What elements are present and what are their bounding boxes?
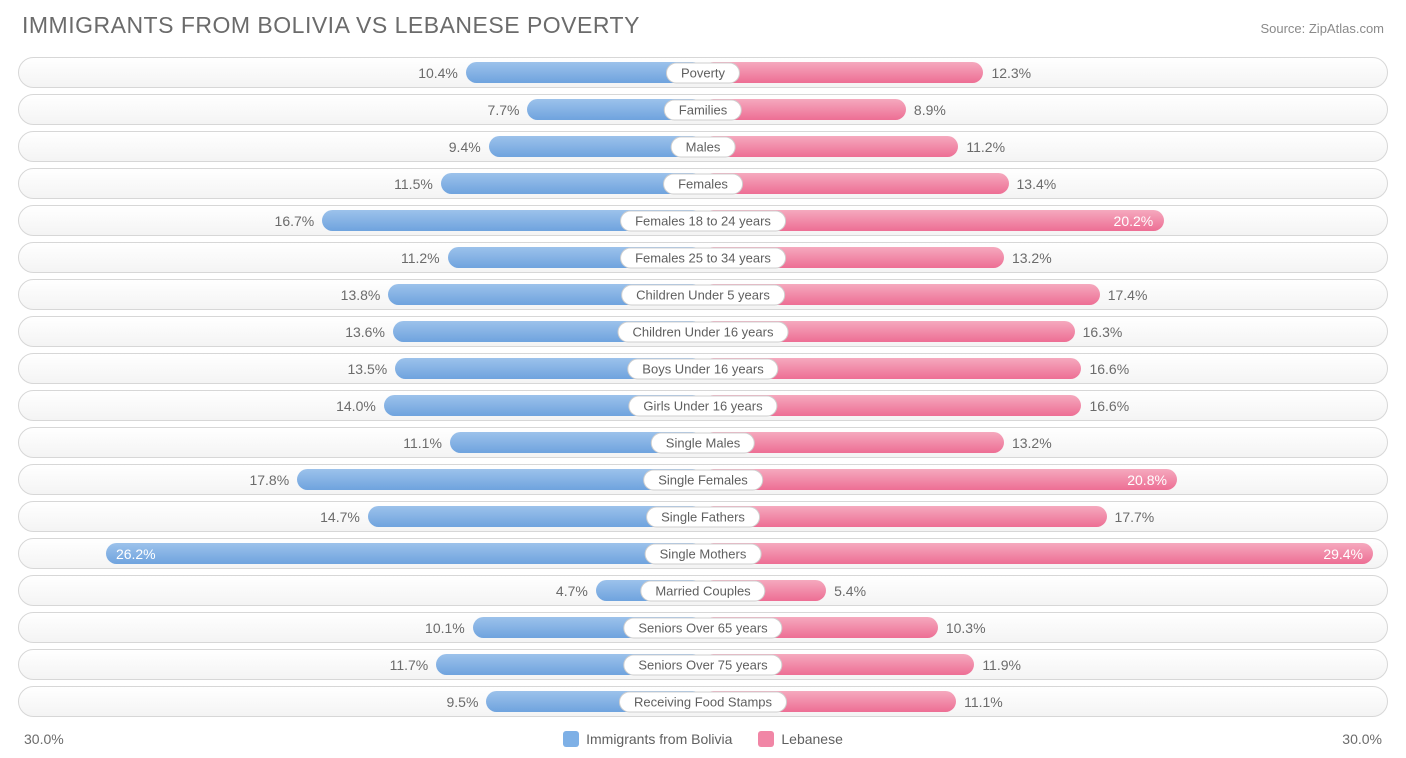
- value-right: 8.9%: [914, 102, 946, 118]
- value-left: 11.1%: [403, 435, 442, 451]
- chart-row: 14.0% 16.6% Girls Under 16 years: [18, 390, 1388, 421]
- category-badge: Families: [664, 99, 742, 120]
- chart-row: 10.1% 10.3% Seniors Over 65 years: [18, 612, 1388, 643]
- category-badge: Seniors Over 65 years: [623, 617, 782, 638]
- category-badge: Children Under 16 years: [618, 321, 789, 342]
- category-badge: Males: [671, 136, 736, 157]
- category-badge: Girls Under 16 years: [628, 395, 777, 416]
- chart-source: Source: ZipAtlas.com: [1260, 21, 1384, 36]
- value-left: 10.4%: [418, 65, 458, 81]
- value-left: 9.5%: [446, 694, 478, 710]
- value-right: 13.2%: [1012, 435, 1052, 451]
- chart-row: 16.7% 20.2% Females 18 to 24 years: [18, 205, 1388, 236]
- chart-row: 10.4% 12.3% Poverty: [18, 57, 1388, 88]
- legend: Immigrants from Bolivia Lebanese: [563, 731, 843, 747]
- value-left: 11.7%: [390, 657, 429, 673]
- value-right: 17.7%: [1115, 509, 1155, 525]
- value-right: 13.2%: [1012, 250, 1052, 266]
- bar-right: [703, 469, 1177, 490]
- category-badge: Seniors Over 75 years: [623, 654, 782, 675]
- value-right: 17.4%: [1108, 287, 1148, 303]
- value-right: 13.4%: [1017, 176, 1057, 192]
- value-left: 10.1%: [425, 620, 465, 636]
- chart-row: 7.7% 8.9% Families: [18, 94, 1388, 125]
- value-right: 29.4%: [1323, 546, 1363, 562]
- value-left: 17.8%: [249, 472, 289, 488]
- axis-max-left: 30.0%: [24, 731, 64, 747]
- legend-label-left: Immigrants from Bolivia: [586, 731, 732, 747]
- value-right: 20.2%: [1114, 213, 1154, 229]
- bar-left: [106, 543, 703, 564]
- category-badge: Married Couples: [640, 580, 765, 601]
- value-left: 13.5%: [348, 361, 388, 377]
- legend-label-right: Lebanese: [781, 731, 843, 747]
- value-left: 9.4%: [449, 139, 481, 155]
- value-left: 7.7%: [488, 102, 520, 118]
- value-right: 10.3%: [946, 620, 986, 636]
- category-badge: Single Males: [651, 432, 755, 453]
- value-right: 16.3%: [1083, 324, 1123, 340]
- chart-title: IMMIGRANTS FROM BOLIVIA VS LEBANESE POVE…: [22, 12, 640, 39]
- chart-row: 11.7% 11.9% Seniors Over 75 years: [18, 649, 1388, 680]
- value-right: 12.3%: [991, 65, 1031, 81]
- bar-right: [703, 506, 1107, 527]
- chart-row: 9.4% 11.2% Males: [18, 131, 1388, 162]
- bar-right: [703, 62, 983, 83]
- category-badge: Females 18 to 24 years: [620, 210, 786, 231]
- value-right: 16.6%: [1089, 361, 1129, 377]
- chart-row: 9.5% 11.1% Receiving Food Stamps: [18, 686, 1388, 717]
- category-badge: Single Mothers: [645, 543, 762, 564]
- value-left: 14.7%: [320, 509, 360, 525]
- legend-item-left: Immigrants from Bolivia: [563, 731, 732, 747]
- value-right: 5.4%: [834, 583, 866, 599]
- chart-footer: 30.0% Immigrants from Bolivia Lebanese 3…: [18, 727, 1388, 751]
- chart-row: 13.8% 17.4% Children Under 5 years: [18, 279, 1388, 310]
- category-badge: Females 25 to 34 years: [620, 247, 786, 268]
- value-right: 11.2%: [966, 139, 1005, 155]
- bar-left: [297, 469, 703, 490]
- category-badge: Poverty: [666, 62, 740, 83]
- chart-row: 26.2% 29.4% Single Mothers: [18, 538, 1388, 569]
- category-badge: Single Females: [643, 469, 763, 490]
- category-badge: Boys Under 16 years: [627, 358, 778, 379]
- category-badge: Females: [663, 173, 743, 194]
- chart-row: 11.5% 13.4% Females: [18, 168, 1388, 199]
- value-left: 11.5%: [394, 176, 433, 192]
- category-badge: Single Fathers: [646, 506, 760, 527]
- chart-row: 11.2% 13.2% Females 25 to 34 years: [18, 242, 1388, 273]
- value-left: 13.8%: [341, 287, 381, 303]
- value-left: 13.6%: [345, 324, 385, 340]
- category-badge: Children Under 5 years: [621, 284, 785, 305]
- chart-header: IMMIGRANTS FROM BOLIVIA VS LEBANESE POVE…: [18, 12, 1388, 39]
- value-left: 26.2%: [116, 546, 156, 562]
- legend-swatch-left: [563, 731, 579, 747]
- legend-item-right: Lebanese: [758, 731, 843, 747]
- bar-right: [703, 173, 1009, 194]
- chart-row: 17.8% 20.8% Single Females: [18, 464, 1388, 495]
- chart-row: 13.5% 16.6% Boys Under 16 years: [18, 353, 1388, 384]
- bar-right: [703, 136, 958, 157]
- category-badge: Receiving Food Stamps: [619, 691, 787, 712]
- value-left: 16.7%: [275, 213, 315, 229]
- chart-row: 14.7% 17.7% Single Fathers: [18, 501, 1388, 532]
- legend-swatch-right: [758, 731, 774, 747]
- value-left: 14.0%: [336, 398, 376, 414]
- value-right: 11.1%: [964, 694, 1003, 710]
- value-left: 11.2%: [401, 250, 440, 266]
- chart-row: 13.6% 16.3% Children Under 16 years: [18, 316, 1388, 347]
- axis-max-right: 30.0%: [1342, 731, 1382, 747]
- value-right: 16.6%: [1089, 398, 1129, 414]
- chart-row: 11.1% 13.2% Single Males: [18, 427, 1388, 458]
- value-right: 11.9%: [982, 657, 1021, 673]
- bar-right: [703, 543, 1373, 564]
- value-right: 20.8%: [1127, 472, 1167, 488]
- chart-row: 4.7% 5.4% Married Couples: [18, 575, 1388, 606]
- chart-rows: 10.4% 12.3% Poverty 7.7% 8.9% Families 9.4% 11.…: [18, 57, 1388, 717]
- value-left: 4.7%: [556, 583, 588, 599]
